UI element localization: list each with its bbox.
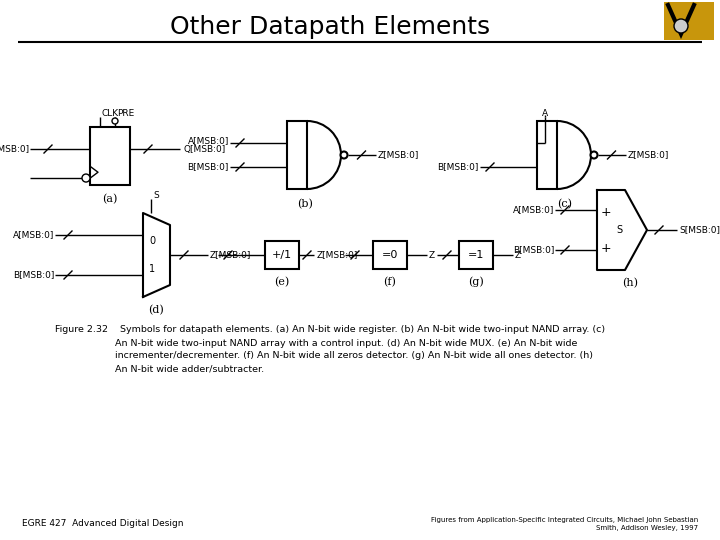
Text: An N-bit wide two-input NAND array with a control input. (d) An N-bit wide MUX. : An N-bit wide two-input NAND array with … <box>55 339 577 348</box>
Text: A[MSB:0]: A[MSB:0] <box>513 206 554 214</box>
Text: B[MSB:0]: B[MSB:0] <box>188 163 229 172</box>
Text: A: A <box>542 109 548 118</box>
Text: (g): (g) <box>468 276 484 287</box>
Text: Other Datapath Elements: Other Datapath Elements <box>170 15 490 39</box>
Text: EGRE 427  Advanced Digital Design: EGRE 427 Advanced Digital Design <box>22 519 184 529</box>
Text: =1: =1 <box>468 250 484 260</box>
Text: +: + <box>600 206 611 219</box>
Text: =0: =0 <box>382 250 398 260</box>
Text: Figures from Application-Specific Integrated Circuits, Michael John Sebastian: Figures from Application-Specific Integr… <box>431 517 698 523</box>
Text: CLK: CLK <box>102 109 119 118</box>
Bar <box>537 121 557 189</box>
Text: An N-bit wide adder/subtracter.: An N-bit wide adder/subtracter. <box>55 364 264 374</box>
Text: S[MSB:0]: S[MSB:0] <box>679 226 720 234</box>
Text: B[MSB:0]: B[MSB:0] <box>513 246 554 254</box>
Text: +/1: +/1 <box>272 250 292 260</box>
Text: Z[MSB:0]: Z[MSB:0] <box>377 151 419 159</box>
Text: S: S <box>616 225 622 235</box>
Text: Figure 2.32    Symbols for datapath elements. (a) An N-bit wide register. (b) An: Figure 2.32 Symbols for datapath element… <box>55 326 605 334</box>
Bar <box>90 127 130 185</box>
Text: (h): (h) <box>622 278 638 288</box>
Text: Z: Z <box>515 251 521 260</box>
Circle shape <box>674 19 688 33</box>
Bar <box>373 241 407 269</box>
Text: (c): (c) <box>557 199 572 209</box>
Text: Z[MSB:0]: Z[MSB:0] <box>628 151 669 159</box>
Text: PRE: PRE <box>117 109 134 118</box>
Bar <box>459 241 493 269</box>
Circle shape <box>341 152 348 159</box>
Text: incrementer/decrementer. (f) An N-bit wide all zeros detector. (g) An N-bit wide: incrementer/decrementer. (f) An N-bit wi… <box>55 352 593 361</box>
Text: 1: 1 <box>149 264 155 274</box>
Bar <box>265 241 299 269</box>
Bar <box>664 2 714 40</box>
Text: Q[MSB:0]: Q[MSB:0] <box>183 145 225 153</box>
Text: B[MSB:0]: B[MSB:0] <box>438 163 479 172</box>
Text: Z: Z <box>429 251 435 260</box>
Circle shape <box>590 152 598 159</box>
Bar <box>287 121 307 189</box>
Text: D[MSB:0]: D[MSB:0] <box>0 145 29 153</box>
Text: A[MSB:0]: A[MSB:0] <box>13 231 54 240</box>
Text: Z[MSB:0]: Z[MSB:0] <box>317 251 359 260</box>
Text: 0: 0 <box>149 236 155 246</box>
Circle shape <box>82 174 90 182</box>
Text: (d): (d) <box>148 305 164 315</box>
Text: A[MSB:0]: A[MSB:0] <box>188 137 229 145</box>
Text: Smith, Addison Wesley, 1997: Smith, Addison Wesley, 1997 <box>596 525 698 531</box>
Text: Z[MSB:0]: Z[MSB:0] <box>210 251 251 260</box>
Text: (a): (a) <box>102 194 117 204</box>
Text: (e): (e) <box>274 277 289 287</box>
Text: +: + <box>600 241 611 254</box>
Circle shape <box>112 118 118 124</box>
Text: (f): (f) <box>384 277 397 287</box>
Text: B[MSB:0]: B[MSB:0] <box>13 271 54 280</box>
Text: S: S <box>153 191 158 199</box>
Text: (b): (b) <box>297 199 313 209</box>
